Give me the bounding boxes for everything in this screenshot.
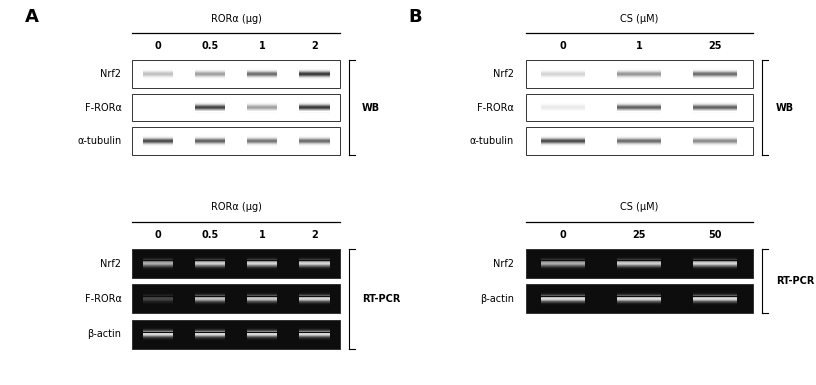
Text: 25: 25 — [708, 41, 721, 51]
Text: 0.5: 0.5 — [202, 229, 219, 239]
Bar — [132, 285, 340, 313]
Text: Nrf2: Nrf2 — [493, 258, 514, 268]
Text: RT-PCR: RT-PCR — [362, 294, 401, 304]
Text: α-tubulin: α-tubulin — [469, 136, 514, 146]
Text: CS (μM): CS (μM) — [620, 14, 659, 24]
Text: 50: 50 — [708, 229, 721, 239]
Bar — [526, 60, 752, 88]
Text: α-tubulin: α-tubulin — [78, 136, 122, 146]
Text: 1: 1 — [259, 229, 266, 239]
Text: Nrf2: Nrf2 — [100, 258, 122, 268]
Bar — [526, 127, 752, 155]
Text: β-actin: β-actin — [480, 294, 514, 304]
Bar — [132, 249, 340, 278]
Bar — [526, 94, 752, 121]
Text: RORα (μg): RORα (μg) — [211, 203, 262, 213]
Text: β-actin: β-actin — [87, 329, 122, 339]
Text: 2: 2 — [311, 41, 317, 51]
Bar — [132, 94, 340, 121]
Text: 1: 1 — [259, 41, 266, 51]
Text: A: A — [24, 8, 38, 26]
Text: WB: WB — [776, 103, 794, 112]
Text: WB: WB — [362, 103, 380, 112]
Bar — [132, 127, 340, 155]
Text: 0: 0 — [155, 41, 162, 51]
Text: RORα (μg): RORα (μg) — [211, 14, 262, 24]
Bar — [132, 60, 340, 88]
Text: CS (μM): CS (μM) — [620, 203, 659, 213]
Text: B: B — [408, 8, 422, 26]
Text: Nrf2: Nrf2 — [100, 69, 122, 79]
Text: F-RORα: F-RORα — [477, 103, 514, 112]
Text: 0: 0 — [155, 229, 162, 239]
Text: 25: 25 — [632, 229, 645, 239]
Bar — [132, 320, 340, 348]
Text: 0.5: 0.5 — [202, 41, 219, 51]
Text: F-RORα: F-RORα — [85, 103, 122, 112]
Text: F-RORα: F-RORα — [85, 294, 122, 304]
Text: RT-PCR: RT-PCR — [776, 276, 814, 286]
Bar — [526, 249, 752, 278]
Text: 0: 0 — [560, 41, 567, 51]
Text: 2: 2 — [311, 229, 317, 239]
Text: 0: 0 — [560, 229, 567, 239]
Bar — [526, 285, 752, 313]
Text: 1: 1 — [636, 41, 642, 51]
Text: Nrf2: Nrf2 — [493, 69, 514, 79]
